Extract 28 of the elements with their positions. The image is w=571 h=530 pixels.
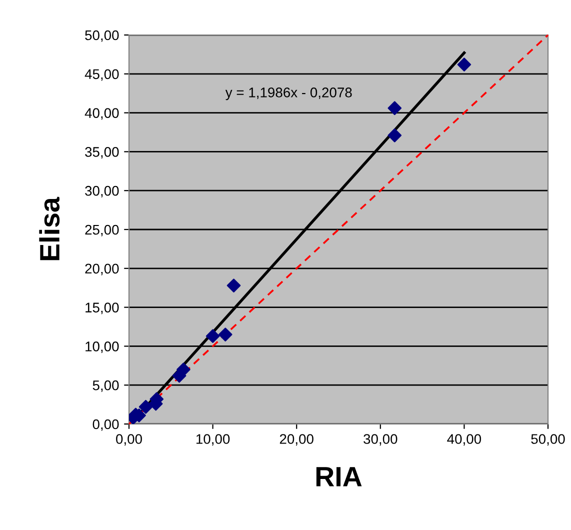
point [226,278,241,292]
y-tick-label: 15,00 [86,302,119,314]
x-axis-title: RIA [316,467,362,486]
annotation: y = 1,1986x - 0,2078 [225,88,352,100]
point [457,58,472,72]
point [176,362,190,376]
point [388,128,402,142]
y-tick-label: 5,00 [92,380,119,392]
point [206,329,220,343]
x-tick-label: 10,00 [196,434,230,446]
y-tick-label: 10,00 [86,342,119,354]
y-axis-title: Elisa [39,196,60,260]
y-tick-label: 40,00 [84,108,119,120]
y-tick-label: 50,00 [85,30,119,42]
y-tick-label: 25,00 [85,224,119,236]
x-tick-label: 20,00 [280,434,314,446]
y-tick-label: 20,00 [85,264,119,276]
point [138,400,153,414]
y-tick-label: 35,00 [85,147,119,159]
point [388,101,402,116]
x-tick-label: 40,00 [447,434,482,446]
point [218,328,232,342]
y-tick-label: 45,00 [84,69,119,81]
y-tick-label: 0,00 [92,419,119,431]
x-tick-label: 0,00 [116,434,142,446]
x-tick-label: 30,00 [364,434,398,446]
y-tick-label: 30,00 [85,186,119,198]
x-tick-label: 50,00 [531,434,565,446]
